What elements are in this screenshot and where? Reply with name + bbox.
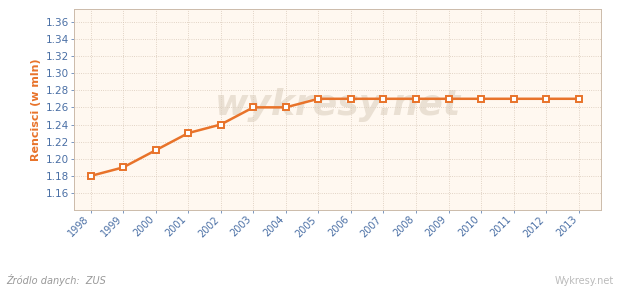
Text: wykresy.net: wykresy.net: [215, 88, 461, 122]
Text: Wykresy.net: Wykresy.net: [554, 276, 614, 286]
Text: Źródlo danych:  ZUS: Źródlo danych: ZUS: [6, 274, 106, 286]
Y-axis label: Rencisci (w mln): Rencisci (w mln): [32, 58, 42, 161]
